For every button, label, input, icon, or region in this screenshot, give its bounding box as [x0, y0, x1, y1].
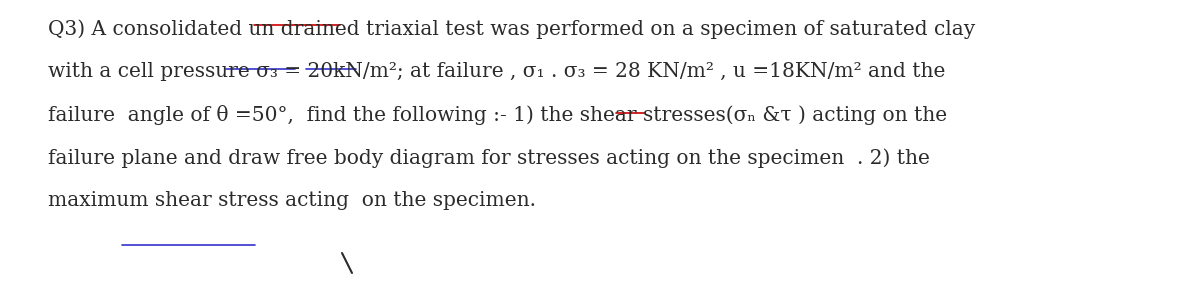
- Text: failure  angle of θ =50°,  find the following :- 1) the shear stresses(σₙ &τ ) a: failure angle of θ =50°, find the follow…: [48, 105, 947, 125]
- Text: with a cell pressure σ₃ = 20kN/m²; at failure , σ₁ . σ₃ = 28 KN/m² , u =18KN/m² : with a cell pressure σ₃ = 20kN/m²; at fa…: [48, 62, 946, 81]
- Text: Q3) A consolidated un drained triaxial test was performed on a specimen of satur: Q3) A consolidated un drained triaxial t…: [48, 19, 976, 39]
- Text: failure plane and draw free body diagram for stresses acting on the specimen  . : failure plane and draw free body diagram…: [48, 148, 930, 168]
- Text: maximum shear stress acting  on the specimen.: maximum shear stress acting on the speci…: [48, 191, 536, 210]
